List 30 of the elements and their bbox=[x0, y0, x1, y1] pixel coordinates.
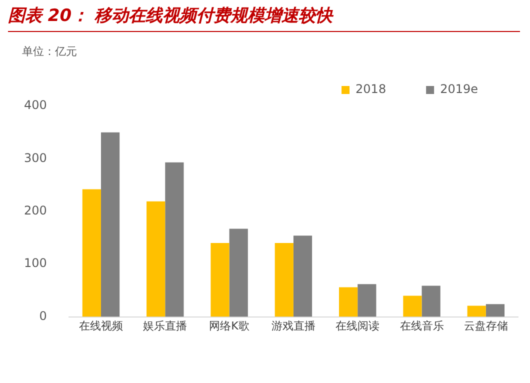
bar bbox=[403, 296, 422, 317]
bar bbox=[422, 286, 440, 317]
bar bbox=[486, 304, 505, 317]
bar bbox=[274, 243, 294, 317]
bar bbox=[339, 287, 358, 317]
bar bbox=[146, 201, 166, 317]
bar bbox=[229, 228, 248, 317]
y-tick-label: 300 bbox=[24, 150, 47, 165]
y-tick-label: 100 bbox=[24, 256, 47, 270]
x-tick-label: 云盘存储 bbox=[464, 319, 508, 332]
x-tick-label: 网络K歌 bbox=[209, 319, 250, 332]
chart-title: 图表 20： 移动在线视频付费规模增速较快 bbox=[8, 4, 520, 32]
bar bbox=[210, 243, 230, 317]
x-tick-label: 在线阅读 bbox=[336, 319, 380, 332]
bar bbox=[467, 306, 486, 317]
legend-label: 2018 bbox=[356, 82, 386, 96]
x-tick-label: 在线视频 bbox=[78, 319, 123, 332]
bar bbox=[358, 284, 376, 317]
x-tick-label: 在线音乐 bbox=[400, 319, 444, 332]
bar bbox=[82, 189, 101, 317]
y-tick-label: 0 bbox=[39, 308, 47, 323]
y-axis-title: 单位：亿元 bbox=[22, 44, 77, 59]
bar bbox=[293, 236, 312, 317]
legend-label: 2019e bbox=[440, 82, 478, 96]
x-tick-label: 娱乐直播 bbox=[143, 319, 188, 332]
bar bbox=[100, 132, 120, 317]
y-tick-label: 400 bbox=[24, 98, 47, 112]
y-tick-label: 200 bbox=[24, 204, 47, 218]
bar bbox=[165, 162, 184, 317]
x-tick-label: 游戏直播 bbox=[271, 319, 316, 332]
